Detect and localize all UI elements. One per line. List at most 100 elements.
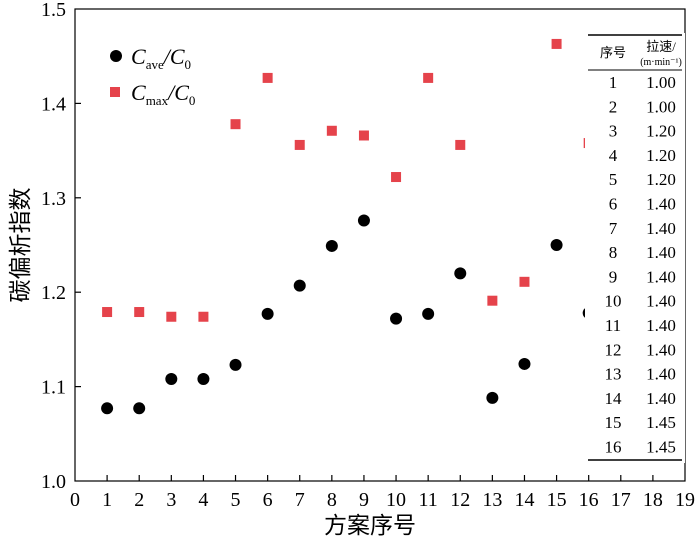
y-tick-label: 1.0 [41, 471, 66, 493]
y-tick-label: 1.5 [41, 0, 66, 21]
table-cell-speed: 1.00 [646, 97, 676, 116]
x-axis-title: 方案序号 [324, 513, 416, 538]
table-cell-speed: 1.00 [646, 73, 676, 92]
x-tick-label: 11 [419, 489, 438, 511]
table-cell-speed: 1.40 [646, 195, 676, 214]
cmax-point [358, 130, 369, 141]
cmax-point [198, 311, 209, 322]
x-tick-label: 10 [386, 489, 406, 511]
x-tick-label: 1 [102, 489, 112, 511]
legend-label: Cave/C0 [131, 44, 191, 72]
table-cell-speed: 1.20 [646, 146, 676, 165]
table-cell-speed: 1.20 [646, 170, 676, 189]
table-cell-speed: 1.40 [646, 219, 676, 238]
table-cell-speed: 1.20 [646, 122, 676, 141]
table-background [585, 33, 685, 463]
table-cell-speed: 1.45 [646, 413, 676, 432]
table-cell-speed: 1.40 [646, 292, 676, 311]
x-tick-label: 16 [579, 489, 599, 511]
table-cell-index: 3 [609, 122, 618, 141]
x-tick-label: 15 [547, 489, 567, 511]
legend-label: Cmax/C0 [131, 80, 195, 108]
table-cell-index: 14 [605, 389, 623, 408]
cave-point [550, 239, 563, 251]
legend-square-marker [110, 87, 120, 97]
cave-point [454, 267, 467, 280]
table-cell-index: 10 [605, 292, 622, 311]
cave-point [486, 391, 499, 404]
table-cell-index: 1 [609, 73, 618, 92]
cave-point [101, 402, 114, 415]
cmax-point [230, 119, 241, 130]
cave-point [197, 373, 210, 386]
x-tick-label: 6 [263, 489, 273, 511]
cmax-point [326, 125, 337, 136]
x-tick-label: 9 [359, 489, 369, 511]
table-cell-speed: 1.40 [646, 389, 676, 408]
x-tick-label: 5 [231, 489, 241, 511]
x-tick-label: 19 [675, 489, 695, 511]
table-cell-index: 15 [605, 413, 622, 432]
cmax-point [519, 276, 530, 287]
x-tick-label: 8 [327, 489, 337, 511]
x-axis: 0 1 2 3 4 5 6 7 8 9 10 11 12 13 14 15 16 17 18 19 [70, 475, 695, 511]
x-tick-label: 12 [450, 489, 470, 511]
speed-table: 序号 拉速/ (m·min⁻¹) 1 1.00 2 1.00 3 1.20 4 1.20 5 1.20 6… [585, 33, 685, 463]
x-tick-label: 7 [295, 489, 305, 511]
table-cell-index: 6 [609, 195, 618, 214]
cmax-point [551, 38, 562, 49]
cmax-point [134, 307, 145, 318]
cmax-point [102, 307, 113, 318]
cave-point [229, 358, 242, 371]
y-axis-title: 碳偏析指数 [8, 188, 33, 303]
x-tick-label: 13 [482, 489, 502, 511]
data-markers [101, 38, 595, 415]
y-tick-label: 1.4 [41, 93, 66, 115]
y-tick-label: 1.1 [41, 377, 66, 399]
table-cell-speed: 1.40 [646, 267, 676, 286]
table-cell-speed: 1.40 [646, 365, 676, 384]
table-cell-index: 16 [605, 438, 622, 457]
table-cell-speed: 1.40 [646, 340, 676, 359]
cmax-point [487, 295, 498, 306]
legend-circle-marker [110, 50, 122, 62]
table-cell-index: 13 [605, 365, 622, 384]
table-cell-index: 5 [609, 170, 618, 189]
y-axis: 1.0 1.1 1.2 1.3 1.4 1.5 [41, 0, 81, 493]
table-header-unit: (m·min⁻¹) [640, 57, 682, 68]
table-cell-index: 8 [609, 243, 618, 262]
cmax-point [166, 311, 177, 322]
cmax-point [455, 139, 466, 150]
table-cell-speed: 1.45 [646, 438, 676, 457]
table-cell-index: 7 [609, 219, 618, 238]
table-cell-index: 2 [609, 97, 618, 116]
cave-point [390, 312, 403, 325]
x-tick-label: 0 [70, 489, 80, 511]
table-header-index: 序号 [600, 45, 626, 60]
cmax-point [294, 139, 305, 150]
x-tick-label: 4 [198, 489, 208, 511]
legend: Cave/C0 Cmax/C0 [110, 44, 195, 108]
cave-point [325, 239, 338, 252]
table-cell-speed: 1.40 [646, 316, 676, 335]
x-tick-label: 14 [514, 489, 534, 511]
table-cell-index: 9 [609, 267, 618, 286]
y-tick-label: 1.3 [41, 188, 66, 210]
cave-point [293, 279, 306, 292]
table-cell-index: 4 [609, 146, 618, 165]
x-tick-label: 2 [134, 489, 144, 511]
cave-point [357, 214, 370, 227]
table-cell-index: 11 [605, 316, 621, 335]
cmax-point [391, 172, 402, 183]
x-tick-label: 18 [643, 489, 663, 511]
cave-point [261, 307, 274, 320]
table-header-speed: 拉速/ [646, 39, 676, 54]
table-cell-index: 12 [605, 340, 622, 359]
x-tick-label: 3 [166, 489, 176, 511]
table-cell-speed: 1.40 [646, 243, 676, 262]
cave-point [422, 307, 435, 320]
cmax-point [423, 72, 434, 83]
cave-point [518, 357, 531, 370]
y-tick-label: 1.2 [41, 282, 66, 304]
